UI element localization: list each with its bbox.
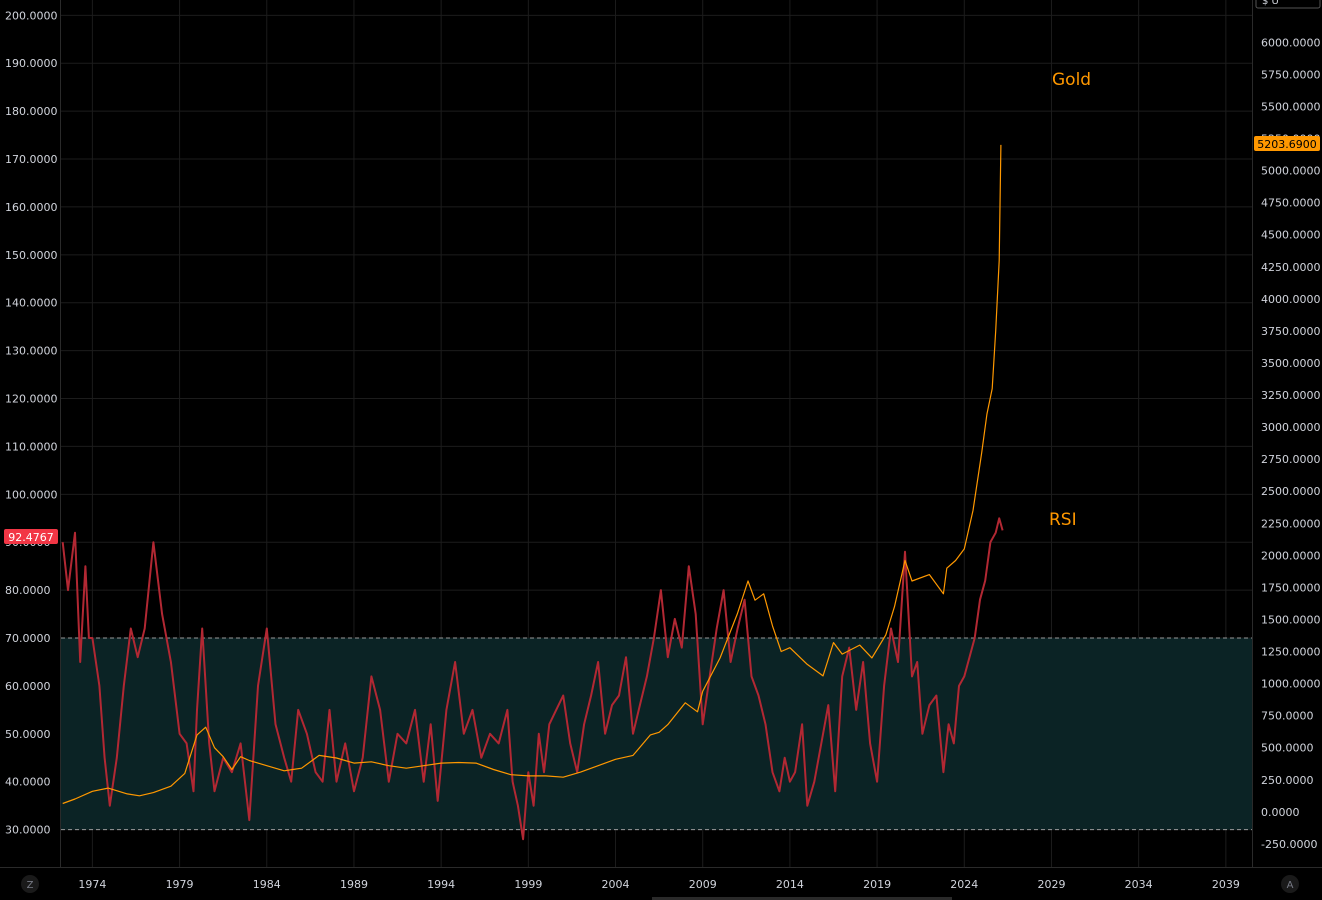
left-axis-tick-label: 80.0000 [5, 584, 51, 597]
right-axis-tick-label: 0.0000 [1261, 806, 1300, 819]
time-axis-tick-label: 1999 [514, 878, 542, 891]
time-axis-tick-label: 2019 [863, 878, 891, 891]
right-axis-tick-label: 2250.0000 [1261, 517, 1321, 530]
right-axis-tick-label: 3000.0000 [1261, 421, 1321, 434]
gold-last-value: 5203.6900 [1257, 138, 1317, 151]
log-scale-label: Z [27, 880, 34, 891]
left-axis-tick-label: 160.0000 [5, 201, 58, 214]
right-axis-tick-label: 2500.0000 [1261, 485, 1321, 498]
time-axis-tick-label: 1979 [166, 878, 194, 891]
time-axis-ticks: 1974 1979 1984 1989 1994 1999 2004 2009 2014 2019… [78, 878, 1239, 891]
right-axis-tick-label: 4500.0000 [1261, 229, 1321, 242]
gold-price-line [62, 144, 1002, 805]
right-axis-tick-label: -250.0000 [1261, 838, 1317, 851]
left-axis-tick-label: 180.0000 [5, 105, 58, 118]
right-axis-tick-label: 750.0000 [1261, 710, 1314, 723]
auto-scale-label: A [1287, 880, 1294, 891]
left-axis-tick-label: 60.0000 [5, 680, 51, 693]
time-axis-tick-label: 1974 [78, 878, 106, 891]
left-axis-tick-label: 70.0000 [5, 632, 51, 645]
right-axis-tick-label: 1750.0000 [1261, 581, 1321, 594]
right-axis-tick-label: 1250.0000 [1261, 646, 1321, 659]
currency-selector[interactable]: $ U [1255, 0, 1321, 9]
left-axis-tick-label: 140.0000 [5, 297, 58, 310]
left-axis-tick-label: 110.0000 [5, 440, 58, 453]
gold-series-label: Gold [1052, 70, 1091, 90]
rsi-last-value-badge: 92.4767 [4, 529, 58, 544]
left-axis-tick-label: 150.0000 [5, 249, 58, 262]
right-axis-tick-label: 3500.0000 [1261, 357, 1321, 370]
right-axis-tick-label: 500.0000 [1261, 742, 1314, 755]
left-axis-tick-label: 100.0000 [5, 488, 58, 501]
right-axis-tick-label: 6000.0000 [1261, 36, 1321, 49]
right-axis-tick-label: 4250.0000 [1261, 261, 1321, 274]
auto-scale-toggle[interactable]: A [1281, 875, 1299, 893]
rsi-series-label: RSI [1049, 510, 1077, 530]
rsi-band [61, 638, 1252, 830]
time-axis-tick-label: 1984 [253, 878, 281, 891]
time-axis-tick-label: 2024 [950, 878, 978, 891]
time-axis-tick-label: 2039 [1212, 878, 1240, 891]
left-axis-tick-label: 40.0000 [5, 776, 51, 789]
currency-label: $ U [1262, 0, 1279, 7]
right-axis-tick-label: 5500.0000 [1261, 100, 1321, 113]
rsi-line [61, 517, 1004, 841]
right-axis-tick-label: 4000.0000 [1261, 293, 1321, 306]
left-axis-tick-label: 130.0000 [5, 345, 58, 358]
right-axis-tick-label: 4750.0000 [1261, 197, 1321, 210]
right-axis-tick-label: 3250.0000 [1261, 389, 1321, 402]
right-axis-tick-label: 250.0000 [1261, 774, 1314, 787]
right-axis-ticks: 6000.00005750.00005500.00005250.00005000… [1261, 36, 1321, 851]
right-axis-tick-label: 5000.0000 [1261, 165, 1321, 178]
time-axis-scrollbar[interactable] [652, 897, 952, 900]
right-axis-tick-label: 2000.0000 [1261, 549, 1321, 562]
left-axis-tick-label: 30.0000 [5, 824, 51, 837]
right-axis-tick-label: 1000.0000 [1261, 678, 1321, 691]
time-axis-tick-label: 2034 [1125, 878, 1153, 891]
series-layer [61, 144, 1004, 841]
left-axis-tick-label: 190.0000 [5, 57, 58, 70]
left-axis-tick-label: 50.0000 [5, 728, 51, 741]
right-axis-tick-label: 2750.0000 [1261, 453, 1321, 466]
time-axis-tick-label: 1989 [340, 878, 368, 891]
time-axis-tick-label: 2014 [776, 878, 804, 891]
log-scale-toggle[interactable]: Z [21, 875, 39, 893]
time-axis-tick-label: 1994 [427, 878, 455, 891]
right-axis-tick-label: 5750.0000 [1261, 68, 1321, 81]
gold-last-value-badge: 5203.6900 [1254, 136, 1320, 151]
left-axis-tick-label: 120.0000 [5, 393, 58, 406]
right-axis-tick-label: 1500.0000 [1261, 613, 1321, 626]
right-axis-tick-label: 3750.0000 [1261, 325, 1321, 338]
left-axis-tick-label: 170.0000 [5, 153, 58, 166]
time-axis-tick-label: 2004 [602, 878, 630, 891]
time-axis-tick-label: 2029 [1037, 878, 1065, 891]
time-axis-tick-label: 2009 [689, 878, 717, 891]
left-axis-tick-label: 200.0000 [5, 9, 58, 22]
rsi-last-value: 92.4767 [8, 531, 54, 544]
